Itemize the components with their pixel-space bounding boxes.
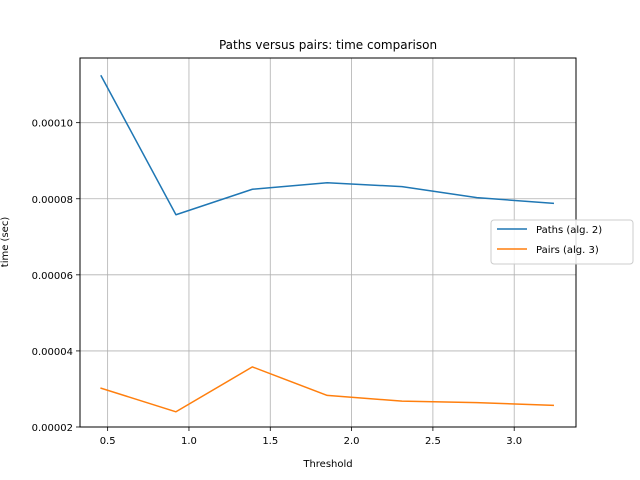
- y-tick-label: 0.00004: [32, 347, 73, 358]
- y-tick-label: 0.00002: [32, 423, 73, 434]
- series-layer: [100, 74, 555, 413]
- y-tick-label: 0.00006: [32, 271, 73, 282]
- y-axis-label: time (sec): [0, 217, 11, 268]
- x-axis-label: Threshold: [302, 459, 352, 470]
- series-line-2: [100, 366, 555, 413]
- x-axis-ticks: 0.5 1.0 1.5 2.0 2.5 3.0: [100, 427, 522, 447]
- x-tick-label: 1.0: [181, 436, 197, 447]
- legend: Paths (alg. 2) Pairs (alg. 3): [490, 219, 634, 265]
- x-tick-label: 0.5: [100, 436, 116, 447]
- y-tick-label: 0.00008: [32, 195, 73, 206]
- legend-label-1: Paths (alg. 2): [536, 225, 602, 236]
- x-tick-label: 2.0: [344, 436, 360, 447]
- series-line-1: [100, 74, 555, 216]
- y-tick-label: 0.00010: [32, 119, 73, 130]
- x-tick-label: 2.5: [425, 436, 441, 447]
- x-tick-label: 1.5: [262, 436, 278, 447]
- chart-title: Paths versus pairs: time comparison: [219, 38, 437, 52]
- legend-label-2: Pairs (alg. 3): [536, 245, 599, 256]
- y-axis-ticks: 0.00002 0.00004 0.00006 0.00008 0.00010: [32, 119, 80, 434]
- legend-box: [490, 219, 634, 265]
- x-tick-label: 3.0: [506, 436, 522, 447]
